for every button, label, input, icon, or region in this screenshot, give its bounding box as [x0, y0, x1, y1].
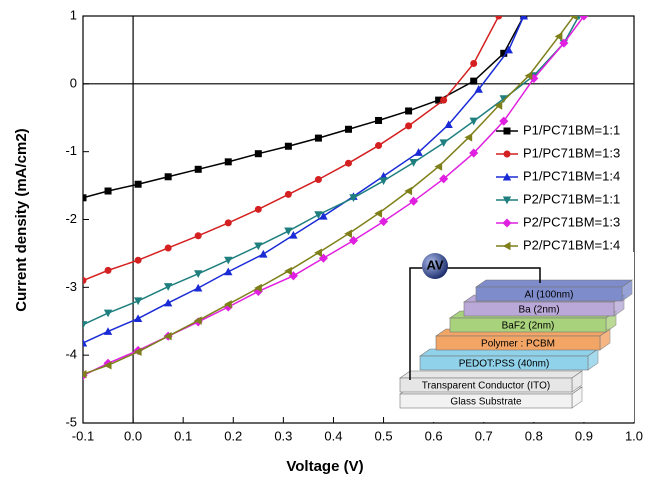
x-tick-label: 0.8	[525, 428, 543, 443]
data-point	[344, 230, 352, 238]
x-tick-label: -0.1	[72, 428, 94, 443]
data-point	[255, 150, 262, 157]
data-point	[195, 166, 202, 173]
layer-label: Al (100nm)	[525, 290, 574, 301]
data-point	[285, 143, 292, 150]
layer-label: Polymer : PCBM	[481, 339, 555, 350]
legend-marker	[504, 128, 511, 135]
layer-label: Glass Substrate	[450, 397, 522, 408]
data-point	[164, 299, 172, 307]
data-point	[194, 284, 202, 292]
data-point	[349, 236, 358, 245]
data-point	[375, 142, 382, 149]
x-tick-label: 1.0	[625, 428, 643, 443]
data-point	[105, 267, 112, 274]
legend-marker	[502, 218, 511, 227]
data-point	[375, 117, 382, 124]
layer-label: BaF2 (2nm)	[502, 321, 555, 332]
data-point	[470, 78, 477, 85]
data-point	[284, 228, 292, 236]
y-tick-label: 0	[70, 75, 77, 90]
data-point	[79, 321, 87, 329]
data-point	[409, 159, 417, 167]
data-point	[165, 173, 172, 180]
data-point	[224, 268, 232, 276]
x-tick-label: 0.7	[475, 428, 493, 443]
data-point	[315, 176, 322, 183]
legend-label: P2/PC71BM=1:3	[523, 214, 620, 229]
data-point	[495, 13, 502, 20]
layer-top	[476, 280, 632, 287]
legend-marker	[504, 151, 511, 158]
y-tick-label: -4	[65, 347, 77, 362]
y-tick-label: -1	[65, 143, 77, 158]
data-point	[224, 257, 232, 265]
data-point	[105, 188, 112, 195]
x-tick-label: 0.2	[224, 428, 242, 443]
layer-top	[400, 371, 582, 378]
y-tick-label: -2	[65, 211, 77, 226]
data-point	[379, 217, 388, 226]
x-tick-label: 0.5	[375, 428, 393, 443]
legend-label: P2/PC71BM=1:1	[523, 191, 620, 206]
data-point	[379, 177, 387, 185]
data-point	[165, 244, 172, 251]
data-point	[164, 283, 172, 291]
legend-label: P1/PC71BM=1:1	[523, 122, 620, 137]
y-tick-label: -5	[65, 414, 77, 429]
layer-label: PEDOT:PSS (40nm)	[459, 359, 550, 370]
layer-label: Ba (2nm)	[518, 305, 559, 316]
y-tick-label: 1	[70, 7, 77, 22]
series-line	[83, 16, 524, 198]
data-point	[195, 232, 202, 239]
data-point	[439, 139, 447, 147]
data-point	[135, 181, 142, 188]
data-point	[405, 107, 412, 114]
y-tick-label: -3	[65, 279, 77, 294]
data-point	[134, 314, 142, 322]
data-point	[135, 257, 142, 264]
legend-label: P1/PC71BM=1:4	[523, 168, 620, 183]
y-axis-title: Current density (mA/cm2)	[13, 128, 30, 311]
data-point	[289, 231, 297, 239]
data-point	[80, 277, 87, 284]
data-point	[80, 194, 87, 201]
x-tick-label: 0.3	[274, 428, 292, 443]
data-point	[470, 60, 477, 67]
data-point	[345, 160, 352, 167]
chart: Voltage (V) Current density (mA/cm2) -0.…	[0, 0, 649, 479]
data-point	[79, 339, 87, 347]
legend-label: P1/PC71BM=1:3	[523, 145, 620, 160]
data-point	[104, 327, 112, 335]
x-tick-label: 0.1	[174, 428, 192, 443]
data-point	[225, 219, 232, 226]
series	[80, 13, 528, 202]
legend-label: P2/PC71BM=1:4	[523, 237, 620, 252]
data-point	[345, 126, 352, 133]
data-point	[405, 122, 412, 129]
data-point	[440, 97, 447, 104]
x-tick-label: 0.0	[124, 428, 142, 443]
data-point	[255, 206, 262, 213]
data-point	[285, 191, 292, 198]
data-point	[315, 135, 322, 142]
x-tick-label: 0.9	[575, 428, 593, 443]
data-point	[225, 158, 232, 165]
data-point	[194, 270, 202, 278]
data-point	[314, 249, 322, 257]
data-point	[254, 242, 262, 250]
data-point	[259, 250, 267, 258]
layer-label: Transparent Conductor (ITO)	[422, 381, 550, 392]
data-point	[284, 267, 292, 275]
x-axis-title: Voltage (V)	[286, 458, 363, 475]
meter-label: AV	[426, 257, 443, 272]
legend-marker	[503, 242, 511, 250]
data-point	[104, 310, 112, 318]
data-point	[134, 297, 142, 305]
x-tick-label: 0.4	[324, 428, 342, 443]
x-tick-label: 0.6	[425, 428, 443, 443]
